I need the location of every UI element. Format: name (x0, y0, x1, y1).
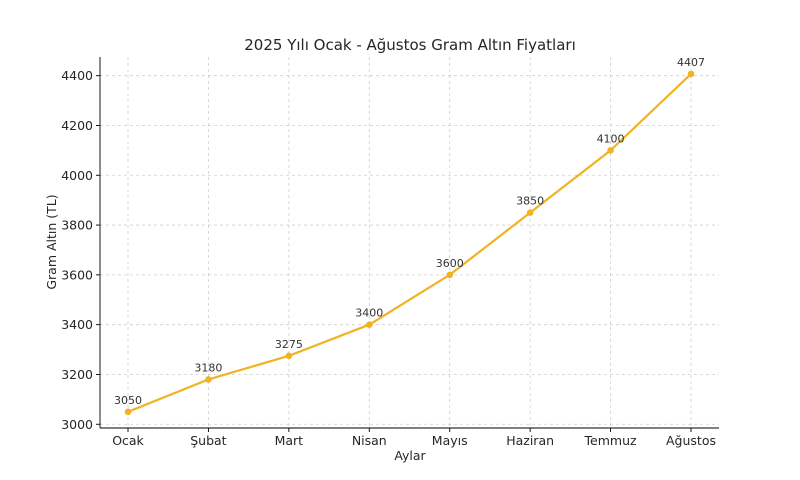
x-tick-label: Ağustos (666, 433, 716, 448)
y-tick-label: 4000 (61, 168, 93, 183)
x-tick-label: Haziran (506, 433, 554, 448)
x-tick-label: Mart (275, 433, 304, 448)
data-labels: 3050 3180 3275 3400 3600 3850 4100 4407 (114, 56, 705, 407)
series-layer (124, 70, 695, 416)
x-tick-label: Şubat (190, 433, 226, 448)
data-point[interactable] (205, 376, 212, 383)
x-tick-label: Temmuz (584, 433, 637, 448)
x-axis-label: Aylar (394, 448, 426, 463)
y-tick-label: 3400 (61, 317, 93, 332)
y-tick-label: 3200 (61, 367, 93, 382)
data-point[interactable] (687, 70, 695, 78)
x-tick-label: Mayıs (432, 433, 468, 448)
y-tick-label: 4200 (61, 118, 93, 133)
grid-lines (100, 57, 719, 428)
data-point[interactable] (607, 147, 614, 154)
data-point[interactable] (285, 352, 293, 360)
data-label: 3850 (516, 195, 544, 208)
y-tick-label: 4400 (61, 68, 93, 83)
data-label: 3600 (436, 257, 464, 270)
data-label: 4407 (677, 56, 705, 69)
data-label: 3400 (355, 307, 383, 320)
data-label: 4100 (597, 132, 625, 145)
data-point[interactable] (365, 321, 373, 328)
x-tick-label: Nisan (352, 433, 387, 448)
data-point[interactable] (124, 408, 132, 416)
x-tick-label: Ocak (112, 433, 144, 448)
chart-title: 2025 Yılı Ocak - Ağustos Gram Altın Fiya… (244, 36, 575, 54)
series-line (126, 72, 693, 413)
axes: 3000 3200 3400 3600 3800 4000 4200 4400 Ocak Şuba… (61, 57, 719, 448)
data-point[interactable] (526, 209, 534, 216)
data-label: 3275 (275, 338, 303, 351)
data-point[interactable] (446, 271, 454, 279)
y-tick-label: 3800 (61, 218, 93, 233)
data-label: 3180 (194, 361, 222, 374)
y-tick-label: 3600 (61, 267, 93, 282)
data-label: 3050 (114, 394, 142, 407)
y-axis-label: Gram Altın (TL) (44, 194, 59, 289)
y-tick-label: 3000 (61, 417, 93, 432)
